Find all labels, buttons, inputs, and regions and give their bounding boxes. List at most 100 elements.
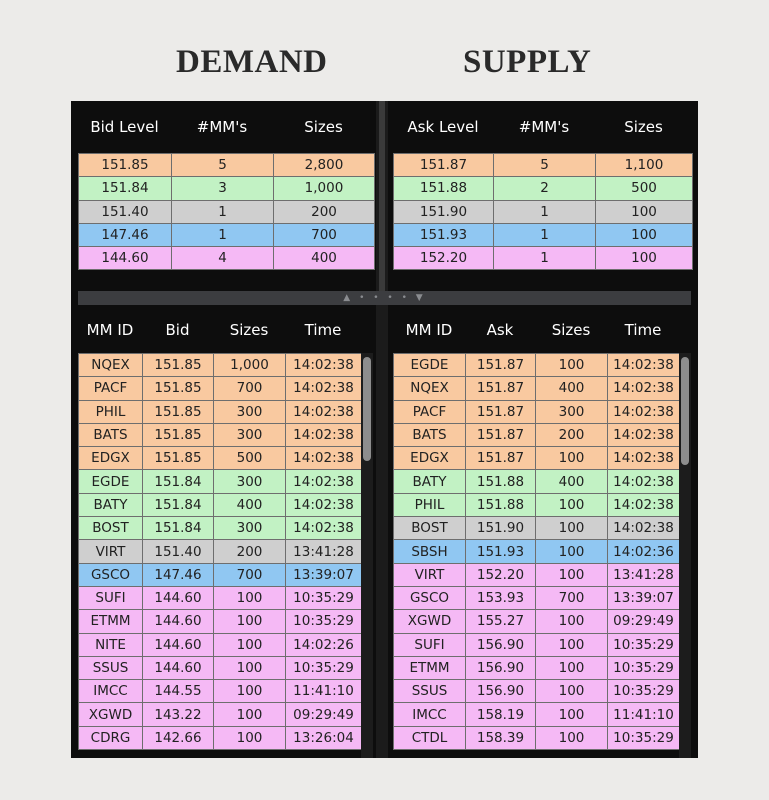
bid-level-row[interactable]: 147.46 1 700 bbox=[78, 222, 375, 248]
bid-quote-row[interactable]: EDGX 151.85 500 14:02:38 bbox=[78, 446, 362, 471]
col-header-sizes[interactable]: Sizes bbox=[551, 321, 591, 339]
col-header-sizes[interactable]: Sizes bbox=[624, 118, 663, 136]
ask-quote-row[interactable]: VIRT 152.20 100 13:41:28 bbox=[393, 562, 680, 587]
ask-summary-panel: Ask Level #MM's Sizes 151.87 5 1,100 151.88… bbox=[393, 101, 693, 271]
col-header-sizes[interactable]: Sizes bbox=[229, 321, 269, 339]
col-header-bid-level[interactable]: Bid Level bbox=[90, 118, 159, 136]
ask-quote-row[interactable]: PHIL 151.88 100 14:02:38 bbox=[393, 492, 680, 518]
ask-book-time-cell: 14:02:38 bbox=[607, 492, 680, 518]
bid-quote-row[interactable]: SSUS 144.60 100 10:35:29 bbox=[78, 655, 362, 681]
ask-book-mm-cell: BATY bbox=[393, 469, 466, 494]
bid-quote-row[interactable]: BATS 151.85 300 14:02:38 bbox=[78, 422, 362, 448]
bid-level-row[interactable]: 151.85 5 2,800 bbox=[78, 152, 375, 178]
bid-book-panel: MM ID Bid Sizes Time NQEX 151.85 1,000 14:0… bbox=[78, 307, 362, 751]
bid-summary-level-cell: 147.46 bbox=[78, 222, 172, 248]
ask-book-mm-cell: SUFI bbox=[393, 632, 466, 657]
col-header-bid[interactable]: Bid bbox=[165, 321, 190, 339]
bid-quote-row[interactable]: NQEX 151.85 1,000 14:02:38 bbox=[78, 352, 362, 378]
ask-quote-row[interactable]: EDGX 151.87 100 14:02:38 bbox=[393, 446, 680, 471]
bid-book-time-cell: 13:39:07 bbox=[285, 562, 362, 587]
ask-level-row[interactable]: 151.88 2 500 bbox=[393, 176, 693, 201]
col-header-time[interactable]: Time bbox=[624, 321, 662, 339]
ask-quote-row[interactable]: GSCO 153.93 700 13:39:07 bbox=[393, 585, 680, 611]
ask-quote-row[interactable]: SSUS 156.90 100 10:35:29 bbox=[393, 679, 680, 704]
ask-level-row[interactable]: 151.93 1 100 bbox=[393, 222, 693, 248]
horizontal-splitter[interactable]: ▲ • • • • ▼ bbox=[78, 291, 691, 305]
col-header-time[interactable]: Time bbox=[304, 321, 342, 339]
bid-book-time-cell: 13:41:28 bbox=[285, 539, 362, 564]
ask-quote-row[interactable]: BOST 151.90 100 14:02:38 bbox=[393, 516, 680, 541]
bid-quote-row[interactable]: IMCC 144.55 100 11:41:10 bbox=[78, 679, 362, 704]
ask-quote-row[interactable]: EGDE 151.87 100 14:02:38 bbox=[393, 352, 680, 378]
ask-book-price-cell: 151.87 bbox=[465, 422, 536, 448]
bid-quote-row[interactable]: EGDE 151.84 300 14:02:38 bbox=[78, 469, 362, 494]
bid-book-price-cell: 151.85 bbox=[142, 446, 214, 471]
ask-quote-row[interactable]: CTDL 158.39 100 10:35:29 bbox=[393, 725, 680, 751]
bid-book-size-cell: 100 bbox=[213, 679, 286, 704]
bid-summary-level-cell: 151.84 bbox=[78, 176, 172, 201]
bid-book-mm-cell: NQEX bbox=[78, 352, 143, 378]
bid-level-row[interactable]: 144.60 4 400 bbox=[78, 246, 375, 271]
ask-level-row[interactable]: 151.87 5 1,100 bbox=[393, 152, 693, 178]
level2-window: Bid Level #MM's Sizes 151.85 5 2,800 151.84… bbox=[71, 101, 698, 758]
ask-quote-row[interactable]: PACF 151.87 300 14:02:38 bbox=[393, 399, 680, 424]
col-header-mm-count[interactable]: #MM's bbox=[196, 118, 248, 136]
bid-level-row[interactable]: 151.40 1 200 bbox=[78, 199, 375, 224]
ask-book-size-cell: 100 bbox=[535, 702, 608, 727]
bid-book-scroll-thumb[interactable] bbox=[363, 357, 371, 461]
ask-book-price-cell: 156.90 bbox=[465, 679, 536, 704]
ask-summary-size-cell: 1,100 bbox=[595, 152, 693, 178]
ask-book-time-cell: 10:35:29 bbox=[607, 725, 680, 751]
ask-book-time-cell: 13:39:07 bbox=[607, 585, 680, 611]
ask-book-size-cell: 100 bbox=[535, 539, 608, 564]
ask-book-price-cell: 158.39 bbox=[465, 725, 536, 751]
bid-quote-row[interactable]: NITE 144.60 100 14:02:26 bbox=[78, 632, 362, 657]
ask-level-row[interactable]: 152.20 1 100 bbox=[393, 246, 693, 271]
bid-quote-row[interactable]: PACF 151.85 700 14:02:38 bbox=[78, 376, 362, 401]
bid-quote-row[interactable]: BOST 151.84 300 14:02:38 bbox=[78, 516, 362, 541]
bid-book-mm-cell: SUFI bbox=[78, 585, 143, 611]
ask-quote-row[interactable]: ETMM 156.90 100 10:35:29 bbox=[393, 655, 680, 681]
ask-quote-row[interactable]: BATY 151.88 400 14:02:38 bbox=[393, 469, 680, 494]
ask-quote-row[interactable]: IMCC 158.19 100 11:41:10 bbox=[393, 702, 680, 727]
bid-quote-row[interactable]: SUFI 144.60 100 10:35:29 bbox=[78, 585, 362, 611]
bid-book-time-cell: 14:02:38 bbox=[285, 492, 362, 518]
ask-book-scroll-thumb[interactable] bbox=[681, 357, 689, 465]
bid-book-mm-cell: GSCO bbox=[78, 562, 143, 587]
col-header-mm-id[interactable]: MM ID bbox=[405, 321, 453, 339]
bid-quote-row[interactable]: ETMM 144.60 100 10:35:29 bbox=[78, 609, 362, 634]
ask-summary-mms-cell: 1 bbox=[493, 199, 596, 224]
bid-quote-row[interactable]: PHIL 151.85 300 14:02:38 bbox=[78, 399, 362, 424]
ask-book-time-cell: 14:02:38 bbox=[607, 516, 680, 541]
col-header-mm-id[interactable]: MM ID bbox=[86, 321, 134, 339]
ask-quote-row[interactable]: BATS 151.87 200 14:02:38 bbox=[393, 422, 680, 448]
bid-book-header: MM ID Bid Sizes Time bbox=[78, 307, 361, 353]
ask-book-size-cell: 100 bbox=[535, 446, 608, 471]
bid-level-row[interactable]: 151.84 3 1,000 bbox=[78, 176, 375, 201]
supply-heading: SUPPLY bbox=[463, 44, 592, 80]
ask-book-time-cell: 14:02:38 bbox=[607, 446, 680, 471]
ask-level-row[interactable]: 151.90 1 100 bbox=[393, 199, 693, 224]
ask-quote-row[interactable]: XGWD 155.27 100 09:29:49 bbox=[393, 609, 680, 634]
bid-quote-row[interactable]: BATY 151.84 400 14:02:38 bbox=[78, 492, 362, 518]
bid-quote-row[interactable]: VIRT 151.40 200 13:41:28 bbox=[78, 539, 362, 564]
ask-summary-level-cell: 151.93 bbox=[393, 222, 494, 248]
ask-quote-row[interactable]: SUFI 156.90 100 10:35:29 bbox=[393, 632, 680, 657]
bid-book-scrollbar[interactable] bbox=[361, 353, 373, 758]
bid-book-time-cell: 14:02:38 bbox=[285, 352, 362, 378]
vertical-splitter[interactable] bbox=[376, 101, 388, 758]
col-header-mm-count[interactable]: #MM's bbox=[518, 118, 570, 136]
bid-quote-row[interactable]: CDRG 142.66 100 13:26:04 bbox=[78, 725, 362, 751]
ask-book-size-cell: 100 bbox=[535, 609, 608, 634]
ask-book-mm-cell: ETMM bbox=[393, 655, 466, 681]
col-header-sizes[interactable]: Sizes bbox=[304, 118, 343, 136]
ask-book-scrollbar[interactable] bbox=[679, 353, 691, 758]
bid-quote-row[interactable]: GSCO 147.46 700 13:39:07 bbox=[78, 562, 362, 587]
ask-quote-row[interactable]: SBSH 151.93 100 14:02:36 bbox=[393, 539, 680, 564]
bid-quote-row[interactable]: XGWD 143.22 100 09:29:49 bbox=[78, 702, 362, 727]
ask-book-time-cell: 10:35:29 bbox=[607, 679, 680, 704]
ask-quote-row[interactable]: NQEX 151.87 400 14:02:38 bbox=[393, 376, 680, 401]
col-header-ask-level[interactable]: Ask Level bbox=[407, 118, 479, 136]
ask-summary-level-cell: 151.90 bbox=[393, 199, 494, 224]
col-header-ask[interactable]: Ask bbox=[486, 321, 514, 339]
